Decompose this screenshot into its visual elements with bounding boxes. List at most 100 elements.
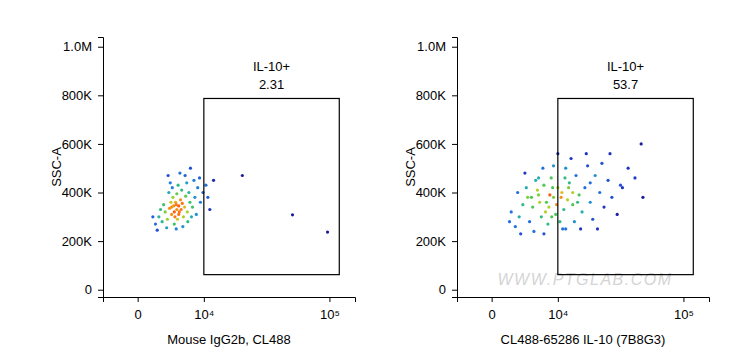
tick: 800K [62, 88, 103, 103]
event-point [606, 179, 609, 182]
tick-mark [452, 95, 457, 96]
event-point [550, 215, 553, 218]
tick-mark [452, 47, 457, 48]
tick-label: 10⁴ [548, 307, 568, 322]
event-point [185, 181, 188, 184]
event-point [541, 167, 544, 170]
event-point [173, 210, 176, 213]
event-point [186, 210, 189, 213]
event-point [551, 186, 554, 189]
tick-mark [492, 297, 493, 302]
tick: 1.0M [63, 39, 103, 54]
event-point [608, 152, 611, 155]
panel: IL-10+2.31010⁴10⁵0200K400K600K800K1.0MMo… [49, 38, 356, 348]
event-point [182, 215, 185, 218]
event-point [542, 232, 545, 235]
tick-label: 1.0M [417, 39, 446, 54]
tick-mark [204, 297, 205, 302]
tick-mark [98, 95, 103, 96]
event-point [558, 220, 561, 223]
event-point [184, 174, 187, 177]
y-axis: 0200K400K600K800K1.0M [62, 38, 104, 298]
panel: WWW.PTGLAB.COMIL-10+53.7010⁴10⁵0200K400K… [403, 38, 710, 348]
event-point [195, 213, 198, 216]
x-axis: 010⁴10⁵ [104, 297, 356, 322]
event-point [241, 174, 244, 177]
tick-label: 0 [135, 307, 142, 322]
tick-mark [98, 193, 103, 194]
tick: 400K [62, 185, 103, 200]
event-point [560, 196, 563, 199]
event-point [548, 193, 551, 196]
tick-mark [452, 290, 457, 291]
tick-label: 0 [489, 307, 496, 322]
event-point [176, 184, 179, 187]
event-point [184, 195, 187, 198]
event-point [189, 167, 192, 170]
tick: 0 [489, 297, 496, 322]
tick: 10⁴ [194, 297, 214, 322]
event-point [589, 181, 592, 184]
x-axis: 010⁴10⁵ [458, 297, 710, 322]
tick-mark [98, 47, 103, 48]
event-point [523, 171, 526, 174]
gate [558, 98, 693, 274]
event-point [574, 174, 577, 177]
event-point [531, 205, 534, 208]
event-point [562, 208, 565, 211]
event-point [518, 215, 521, 218]
event-point [547, 205, 550, 208]
event-point [326, 231, 329, 234]
event-point [552, 164, 555, 167]
event-point [171, 186, 174, 189]
event-point [170, 205, 173, 208]
event-point [534, 179, 537, 182]
event-point [619, 184, 622, 187]
gate-value: 53.7 [613, 77, 638, 92]
event-point [602, 205, 605, 208]
tick-label: 400K [416, 185, 447, 200]
gate [204, 98, 339, 274]
event-point [550, 176, 553, 179]
event-point [166, 218, 169, 221]
event-point [571, 191, 574, 194]
event-point [208, 208, 211, 211]
event-point [616, 213, 619, 216]
event-point [564, 167, 567, 170]
event-point [508, 220, 511, 223]
axis-line [452, 38, 458, 298]
tick-mark [98, 144, 103, 145]
tick: 0 [439, 282, 457, 297]
event-point [173, 215, 176, 218]
axis-line [104, 298, 356, 303]
points [508, 98, 693, 274]
event-point [568, 181, 571, 184]
event-point [179, 198, 182, 201]
event-point [589, 201, 592, 204]
gate-label: IL-10+ [253, 59, 290, 74]
event-point [627, 167, 630, 170]
event-point [542, 184, 545, 187]
event-point [159, 208, 162, 211]
figure: IL-10+2.31010⁴10⁵0200K400K600K800K1.0MMo… [0, 0, 734, 364]
event-point [291, 213, 294, 216]
event-point [561, 227, 564, 230]
event-point [191, 205, 194, 208]
event-point [162, 203, 165, 206]
event-point [169, 201, 172, 204]
event-point [598, 191, 601, 194]
event-point [175, 227, 178, 230]
tick: 200K [416, 234, 457, 249]
event-point [560, 191, 563, 194]
x-axis-title: CL488-65286 IL-10 (7B8G3) [501, 332, 666, 347]
event-point [544, 210, 547, 213]
event-point [591, 218, 594, 221]
event-point [514, 225, 517, 228]
event-point [641, 196, 644, 199]
event-point [199, 201, 202, 204]
event-point [538, 201, 541, 204]
event-point [540, 215, 543, 218]
tick: 800K [416, 88, 457, 103]
event-point [585, 152, 588, 155]
tick-mark [138, 297, 139, 302]
